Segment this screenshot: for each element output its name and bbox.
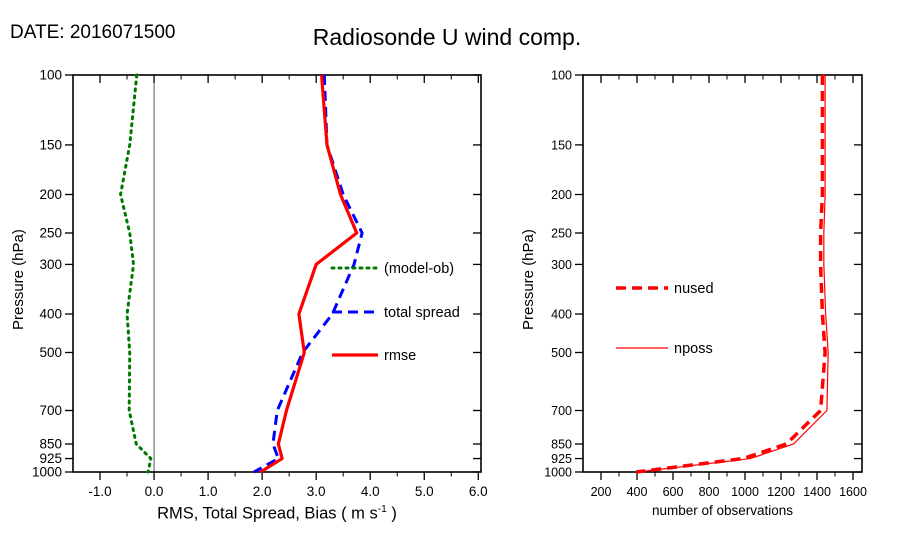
x-tick-label: 3.0: [307, 484, 326, 499]
y-tick-label: 100: [551, 69, 572, 83]
y-tick-label: 150: [551, 138, 572, 152]
right-y-axis-label: Pressure (hPa): [520, 229, 537, 330]
series-lines: [635, 75, 829, 474]
x-axis: -1.0 0.0 1.0 2.0 3.0 4.0 5.0 6.0: [88, 75, 488, 499]
x-tick-label: 1200: [767, 485, 795, 499]
plot-border: [72, 74, 482, 473]
x-tick-label: 200: [591, 485, 612, 499]
y-tick-label: 200: [551, 188, 572, 202]
y-tick-label: 500: [39, 345, 62, 360]
left-x-axis-label-suffix: ): [386, 504, 397, 523]
series-total-spread: [253, 74, 364, 474]
legend-label: nposs: [674, 341, 713, 357]
y-tick-label: 250: [551, 226, 572, 240]
x-axis: 200 400 600 800 1000 1200 1400 1600: [591, 75, 867, 499]
x-tick-label: -1.0: [88, 484, 111, 499]
x-tick-label: 0.0: [145, 484, 164, 499]
y-tick-label: 300: [551, 258, 572, 272]
x-tick-label: 6.0: [469, 484, 488, 499]
left-y-axis-label: Pressure (hPa): [10, 229, 27, 330]
y-tick-label: 1000: [544, 466, 572, 480]
x-tick-label: 5.0: [415, 484, 434, 499]
legend: nused nposs: [616, 281, 714, 357]
plot-right: 200 400 600 800 1000 1200 1400 1600 100 150 200 250…: [544, 69, 867, 500]
y-tick-label: 250: [39, 225, 62, 240]
y-tick-label: 1000: [32, 465, 62, 480]
y-tick-label: 300: [39, 257, 62, 272]
y-tick-label: 925: [39, 451, 62, 466]
plot-left: -1.0 0.0 1.0 2.0 3.0 4.0 5.0 6.0 100 150 200 250 300…: [32, 68, 488, 500]
x-tick-label: 800: [699, 485, 720, 499]
y-tick-label: 100: [39, 68, 62, 83]
x-tick-label: 600: [663, 485, 684, 499]
right-x-axis-label: number of observations: [651, 503, 794, 518]
x-tick-label: 400: [627, 485, 648, 499]
left-x-axis-label-text: RMS, Total Spread, Bias ( m s: [157, 504, 378, 523]
left-x-axis-label-sup: -1: [377, 504, 387, 515]
y-tick-label: 150: [39, 137, 62, 152]
y-tick-label: 200: [39, 187, 62, 202]
y-tick-label: 400: [39, 307, 62, 322]
series-rmse: [259, 74, 359, 474]
y-tick-label: 500: [551, 346, 572, 360]
series-model-ob: [119, 73, 153, 474]
series-lines: [119, 73, 364, 474]
legend: (model-ob) total spread rmse: [330, 261, 460, 364]
x-tick-label: 1000: [731, 485, 759, 499]
y-tick-label: 850: [39, 436, 62, 451]
y-tick-label: 700: [39, 403, 62, 418]
x-tick-label: 1400: [803, 485, 831, 499]
legend-label: total spread: [384, 305, 460, 321]
y-tick-label: 850: [551, 437, 572, 451]
plot-border: [582, 74, 863, 473]
legend-label: nused: [674, 281, 714, 297]
legend-label: rmse: [384, 348, 416, 364]
left-x-axis-label: RMS, Total Spread, Bias ( m s-1 ): [73, 504, 481, 524]
x-tick-label: 1600: [839, 485, 867, 499]
y-tick-label: 400: [551, 308, 572, 322]
x-tick-label: 4.0: [361, 484, 380, 499]
legend-label: (model-ob): [384, 261, 454, 277]
figure-title: Radiosonde U wind comp.: [312, 24, 582, 50]
y-tick-label: 700: [551, 404, 572, 418]
series-nused: [635, 75, 827, 474]
series-nposs: [637, 75, 829, 473]
x-tick-label: 2.0: [253, 484, 272, 499]
x-tick-label: 1.0: [199, 484, 218, 499]
date-label: DATE: 2016071500: [10, 22, 176, 43]
y-tick-label: 925: [551, 452, 572, 466]
